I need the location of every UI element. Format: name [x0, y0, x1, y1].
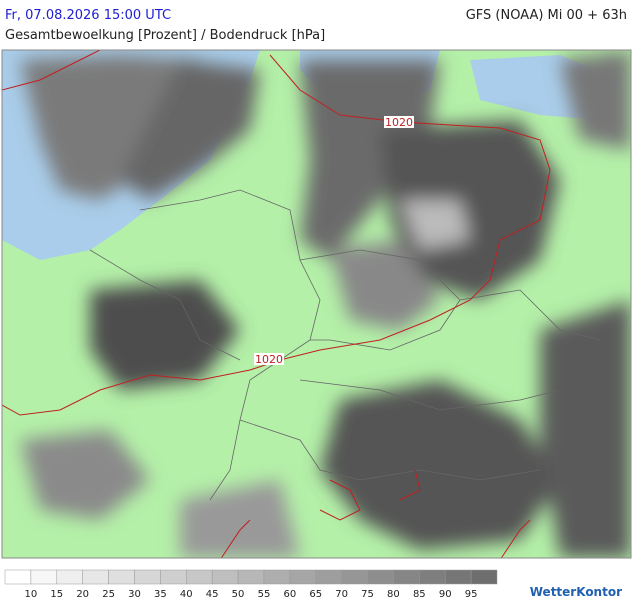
legend-label: 60: [283, 589, 296, 600]
legend-label: 40: [180, 589, 193, 600]
legend-swatch: [263, 569, 291, 585]
isobar-label-bg: [254, 353, 284, 365]
legend-label: 10: [25, 589, 38, 600]
border: [299, 379, 561, 411]
legend-swatch: [4, 569, 32, 585]
cloud: [320, 380, 560, 550]
legend-swatch: [367, 569, 394, 585]
cloud: [90, 280, 240, 390]
cloud: [560, 50, 631, 150]
logo: WetterKontor: [530, 585, 622, 599]
legend-label: 85: [413, 589, 426, 600]
legend-swatch: [315, 569, 342, 585]
legend-label: 70: [335, 589, 348, 600]
map-frame: [1, 49, 632, 559]
legend-swatch: [160, 569, 187, 585]
legend-swatch: [56, 569, 83, 585]
border: [139, 189, 321, 501]
legend-swatch: [211, 569, 239, 585]
legend-label: 20: [76, 589, 89, 600]
legend-label: 90: [439, 589, 452, 600]
isobar-label-bg: [384, 116, 414, 128]
cloud: [330, 240, 440, 330]
isobar-label: 1020: [255, 353, 283, 366]
legend-swatch: [419, 569, 446, 585]
legend-label: 80: [387, 589, 400, 600]
legend-label: 45: [206, 589, 219, 600]
legend-label: 55: [258, 589, 271, 600]
legend-swatch: [30, 569, 58, 585]
legend-swatch: [82, 569, 109, 585]
legend-label: 65: [309, 589, 322, 600]
legend-swatch: [289, 569, 316, 585]
border: [89, 249, 241, 361]
borders: [89, 189, 601, 501]
legend-swatch: [186, 569, 213, 585]
datetime: Fr, 07.08.2026 15:00 UTC: [5, 8, 171, 23]
legend-label: 30: [128, 589, 141, 600]
model-run: GFS (NOAA) Mi 00 + 63h: [466, 8, 627, 23]
legend-swatch: [444, 569, 472, 585]
border: [459, 289, 601, 341]
cloud: [20, 430, 150, 520]
isobar: [2, 50, 101, 91]
legend-swatch: [108, 569, 135, 585]
legend-label: 15: [50, 589, 63, 600]
legend-swatch: [393, 569, 420, 585]
cloud-cover: [20, 50, 631, 558]
legend-swatch: [134, 569, 161, 585]
map-title: Gesamtbewoelkung [Prozent] / Bodendruck …: [5, 28, 325, 43]
isobars: [2, 50, 551, 558]
border: [299, 249, 461, 351]
cloud: [400, 200, 470, 250]
legend-label: 35: [154, 589, 167, 600]
cloud: [300, 60, 440, 260]
isobar-label: 1020: [385, 116, 413, 129]
legend-label: 25: [102, 589, 115, 600]
cloud: [540, 300, 631, 558]
legend-label: 75: [361, 589, 374, 600]
map: 1020 1020: [2, 50, 631, 558]
legend: 10 15 20 25 30 35 40 45 50 55 60 65 70 75 80 85 90 95: [4, 569, 498, 600]
legend-swatch: [237, 569, 265, 585]
legend-label: 50: [232, 589, 245, 600]
isobar: [220, 469, 531, 558]
cloud: [120, 60, 260, 200]
legend-label: 95: [465, 589, 478, 600]
border: [239, 419, 541, 481]
cloud: [380, 120, 560, 300]
legend-swatch: [341, 569, 368, 585]
legend-swatch: [470, 569, 498, 585]
isobar: [2, 54, 551, 416]
